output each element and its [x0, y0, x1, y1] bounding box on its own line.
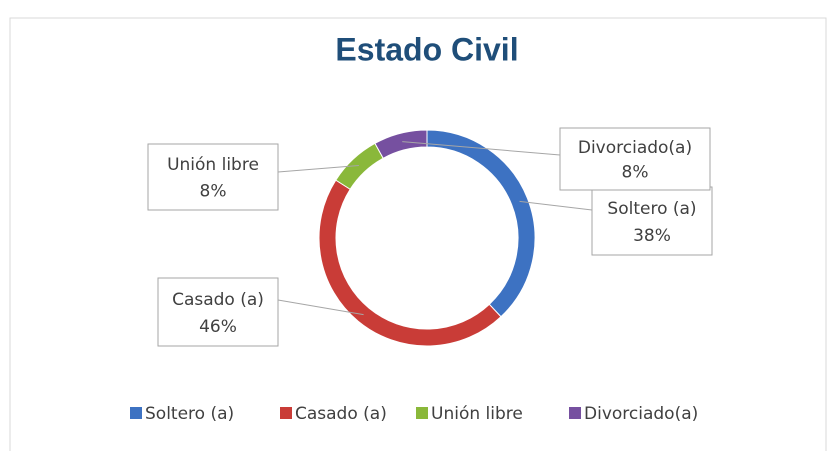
data-label-name: Divorciado(a) — [578, 138, 692, 158]
data-label-value: 8% — [200, 182, 227, 202]
legend-swatch — [280, 407, 292, 419]
data-label-value: 38% — [633, 226, 671, 246]
donut-slice — [374, 129, 428, 159]
leader-line — [277, 299, 364, 316]
data-label-name: Soltero (a) — [607, 199, 696, 219]
legend-label: Unión libre — [431, 404, 523, 424]
data-label-name: Unión libre — [167, 155, 259, 175]
data-label-value: 46% — [199, 317, 237, 337]
legend-label: Soltero (a) — [145, 404, 234, 424]
data-label-name: Casado (a) — [172, 290, 264, 310]
legend-label: Casado (a) — [295, 404, 387, 424]
legend-swatch — [569, 407, 581, 419]
legend-swatch — [416, 407, 428, 419]
leader-line — [402, 141, 561, 156]
legend-swatch — [130, 407, 142, 419]
label-box — [559, 127, 711, 191]
leader-line — [277, 164, 359, 173]
chart-title: Estado Civil — [335, 31, 518, 67]
label-box — [157, 277, 279, 347]
legend-label: Divorciado(a) — [584, 404, 698, 424]
label-box — [147, 143, 279, 211]
leader-line — [519, 200, 593, 211]
data-label-value: 8% — [622, 163, 649, 183]
